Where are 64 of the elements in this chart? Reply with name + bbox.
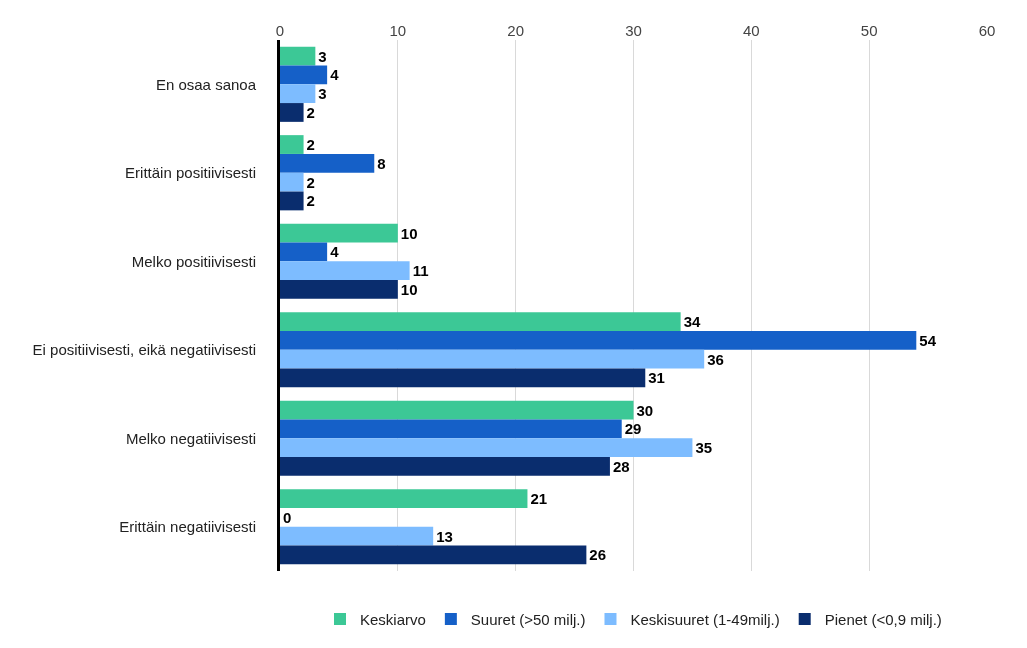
data-label: 2 bbox=[306, 136, 315, 154]
x-tick-label: 30 bbox=[625, 22, 642, 39]
bar bbox=[280, 419, 622, 439]
data-label: 4 bbox=[330, 66, 340, 84]
data-label: 21 bbox=[530, 490, 548, 508]
data-label: 31 bbox=[648, 369, 665, 387]
legend-label: Suuret (>50 milj.) bbox=[470, 610, 586, 628]
data-label: 10 bbox=[400, 280, 418, 298]
data-label: 26 bbox=[589, 546, 607, 564]
y-tick-label: Erittäin negatiivisesti bbox=[119, 518, 256, 535]
bar bbox=[280, 526, 434, 546]
data-label: 2 bbox=[306, 173, 315, 191]
bar bbox=[280, 223, 398, 243]
data-label: 0 bbox=[283, 508, 292, 526]
data-label: 3 bbox=[318, 85, 327, 103]
bar bbox=[280, 135, 304, 154]
bar bbox=[280, 330, 917, 350]
data-label: 2 bbox=[306, 103, 315, 121]
bar bbox=[280, 545, 587, 565]
y-tick-label: Melko positiivisesti bbox=[131, 252, 256, 270]
bar bbox=[280, 84, 316, 104]
bar bbox=[280, 349, 705, 369]
bar bbox=[280, 172, 304, 192]
bar bbox=[280, 457, 610, 476]
bar bbox=[280, 312, 681, 331]
bar bbox=[280, 489, 528, 508]
bar bbox=[280, 153, 375, 173]
x-tick-label: 0 bbox=[275, 22, 285, 39]
y-tick-label: Ei positiivisesti, eikä negatiivisesti bbox=[32, 341, 256, 358]
legend-label: Pienet (<0,9 milj.) bbox=[824, 610, 942, 628]
bar bbox=[280, 191, 304, 211]
data-label: 4 bbox=[330, 243, 340, 261]
bar bbox=[280, 103, 304, 122]
bar bbox=[280, 400, 634, 420]
data-label: 3 bbox=[318, 47, 327, 65]
data-label: 28 bbox=[612, 457, 630, 475]
y-tick-label: Erittäin positiivisesti bbox=[125, 164, 256, 181]
x-tick-label: 40 bbox=[742, 22, 760, 39]
data-label: 11 bbox=[412, 262, 429, 280]
x-tick-label: 20 bbox=[507, 22, 525, 39]
data-label: 2 bbox=[306, 192, 315, 210]
y-tick-label: Melko negatiivisesti bbox=[125, 429, 256, 447]
data-label: 10 bbox=[400, 224, 418, 242]
data-label: 36 bbox=[707, 350, 724, 368]
legend-label: Keskisuuret (1-49milj.) bbox=[630, 610, 780, 628]
data-label: 13 bbox=[436, 527, 453, 545]
data-label: 34 bbox=[683, 313, 701, 331]
data-label: 54 bbox=[919, 331, 937, 349]
bar bbox=[280, 280, 398, 299]
data-label: 35 bbox=[695, 439, 713, 457]
data-label: 8 bbox=[377, 154, 386, 172]
data-label: 29 bbox=[624, 420, 642, 438]
y-tick-label: En osaa sanoa bbox=[155, 75, 257, 93]
bar bbox=[280, 46, 316, 66]
bar bbox=[280, 242, 328, 262]
bar bbox=[280, 368, 646, 388]
bar bbox=[280, 65, 328, 85]
data-label: 30 bbox=[636, 401, 654, 419]
x-tick-label: 60 bbox=[978, 22, 996, 39]
legend-label: Keskiarvo bbox=[360, 610, 426, 628]
bar bbox=[280, 261, 410, 281]
x-tick-label: 50 bbox=[860, 22, 878, 39]
x-tick-label: 10 bbox=[389, 22, 407, 39]
bar bbox=[280, 438, 693, 458]
